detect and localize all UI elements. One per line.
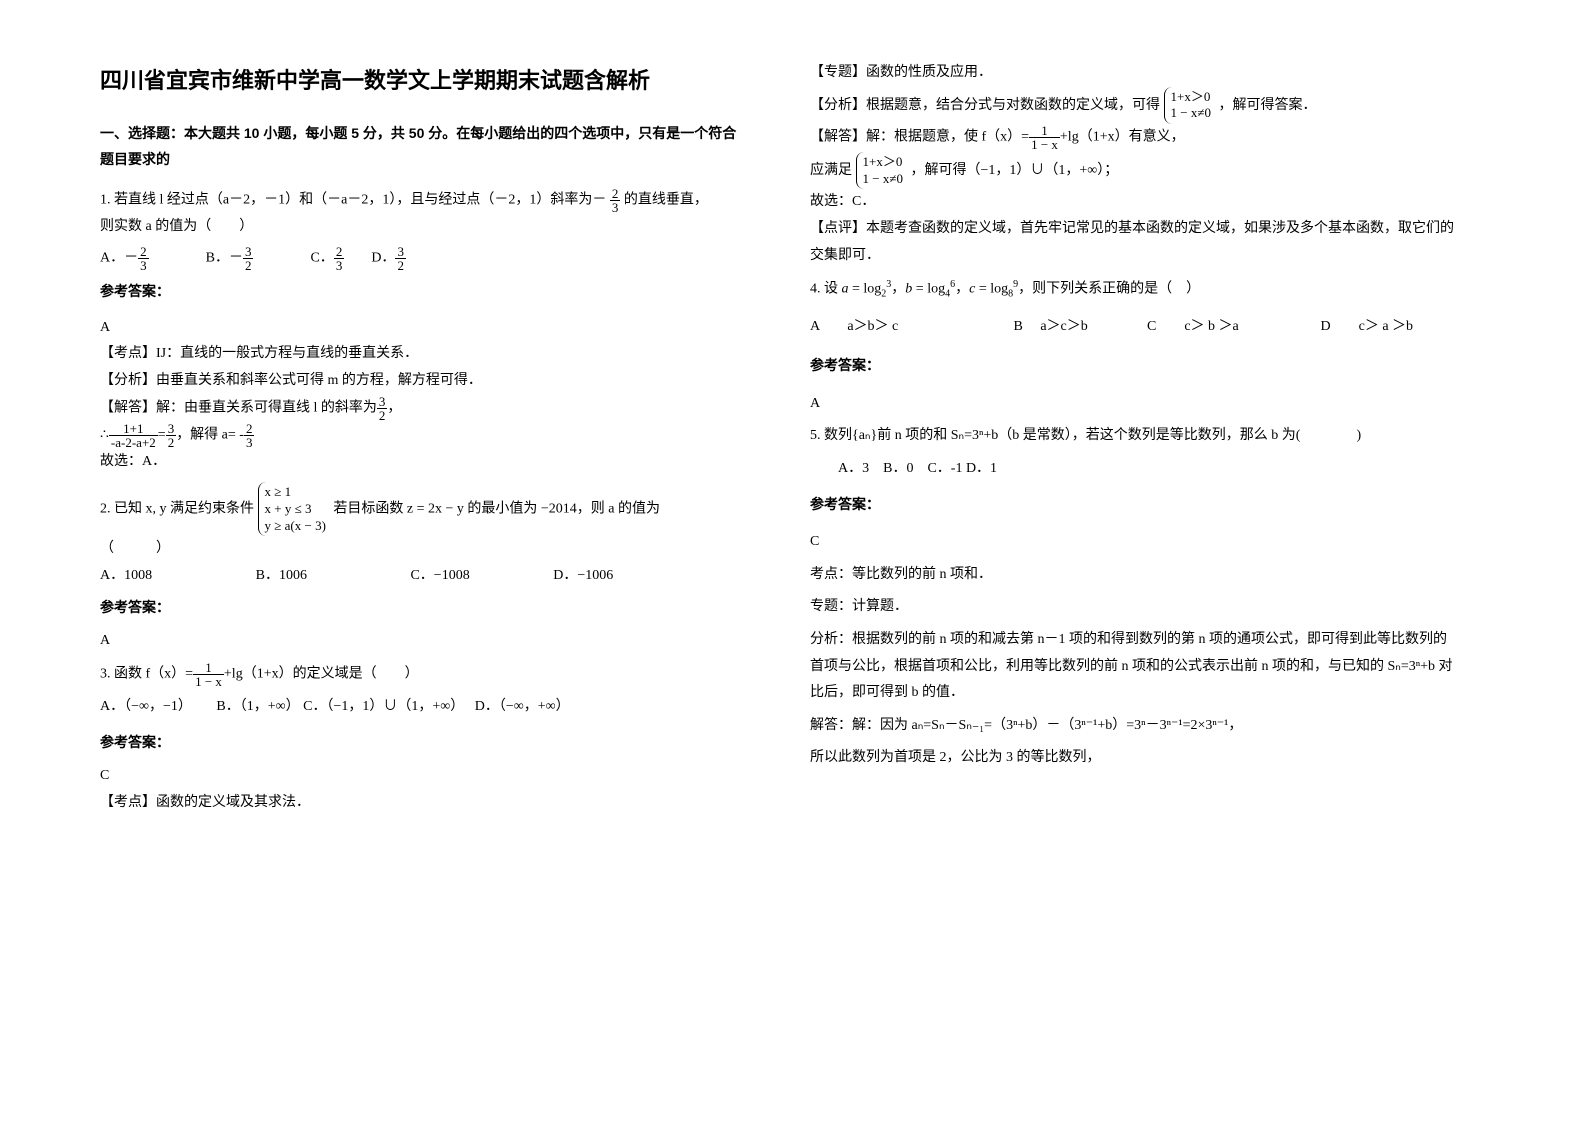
q5-e2: 专题：计算题． xyxy=(810,594,1460,621)
q2: 2. 已知 x, y 满足约束条件 x ≥ 1 x + y ≤ 3 y ≥ a(… xyxy=(100,482,750,655)
r-l6: 【点评】本题考查函数的定义域，首先牢记常见的基本函数的定义域，如果涉及多个基本函… xyxy=(810,216,1460,269)
q4-options: A a＞b＞ c B a＞c＞b C c＞ b ＞a D c＞ a ＞b xyxy=(810,314,1460,341)
q3-ans: C xyxy=(100,763,750,790)
q4-stem: 4. 设 a = log23，b = log46，c = log89，则下列关系… xyxy=(810,275,1460,303)
r-l4: 应满足 1+x＞0 1 − x≠0 ，解可得（−1，1）∪（1，+∞）； xyxy=(810,152,1460,190)
q1-optB-pre: B．－ xyxy=(206,251,243,266)
section-heading: 一、选择题：本大题共 10 小题，每小题 5 分，共 50 分。在每小题给出的四… xyxy=(100,120,750,173)
q3-options: A．（−∞，−1） B．（1，+∞） C．（−1，1）∪（1，+∞） D．（−∞… xyxy=(100,694,750,721)
q1-exp2: 【分析】由垂直关系和斜率公式可得 m 的方程，解方程可得． xyxy=(100,368,750,395)
right-column: 【专题】函数的性质及应用． 【分析】根据题意，结合分式与对数函数的定义域，可得 … xyxy=(810,60,1460,817)
q1-stem-line1: 1. 若直线 l 经过点（a－2，－1）和（－a－2，1），且与经过点（－2，1… xyxy=(100,187,750,214)
q1-frac: 23 xyxy=(610,187,621,214)
q5-ans-label: 参考答案： xyxy=(810,493,1460,520)
q2-ans-label: 参考答案： xyxy=(100,596,750,623)
q3-stem: 3. 函数 f（x）=11 − x+lg（1+x）的定义域是（ ） xyxy=(100,661,750,688)
r-sys1: 1+x＞0 1 − x≠0 xyxy=(1164,87,1215,125)
r-l1: 【专题】函数的性质及应用． xyxy=(810,60,1460,87)
q2-stem: 2. 已知 x, y 满足约束条件 x ≥ 1 x + y ≤ 3 y ≥ a(… xyxy=(100,482,750,537)
q2-stem-c: （ ） xyxy=(100,536,750,563)
q1-options: A．－23 B．－32 C．23 D．32 xyxy=(100,245,750,272)
q1-stem-c: 则实数 a 的值为（ ） xyxy=(100,214,750,241)
q4-ans-label: 参考答案： xyxy=(810,354,1460,381)
left-column: 四川省宜宾市维新中学高一数学文上学期期末试题含解析 一、选择题：本大题共 10 … xyxy=(100,60,750,817)
q1-exp1: 【考点】IJ：直线的一般式方程与直线的垂直关系． xyxy=(100,341,750,368)
q1-ans: A xyxy=(100,315,750,342)
q5-ans: C xyxy=(810,529,1460,556)
r-l3: 【解答】解：根据题意，使 f（x）=11 − x+lg（1+x）有意义， xyxy=(810,124,1460,151)
q1-exp5: 故选：A． xyxy=(100,449,750,476)
q1-stem-a: 1. 若直线 l 经过点（a－2，－1）和（－a－2，1），且与经过点（－2，1… xyxy=(100,193,606,208)
r-l2: 【分析】根据题意，结合分式与对数函数的定义域，可得 1+x＞0 1 − x≠0 … xyxy=(810,87,1460,125)
q2-ans: A xyxy=(100,628,750,655)
q5: 5. 数列{aₙ}前 n 项的和 Sₙ=3ⁿ+b（b 是常数），若这个数列是等比… xyxy=(810,423,1460,772)
r-l5: 故选：C． xyxy=(810,189,1460,216)
q3-ans-label: 参考答案： xyxy=(100,731,750,758)
q1-exp4: ∴1+1-a-2-a+2=32，解得 a= -23 xyxy=(100,422,750,449)
q5-e3: 分析：根据数列的前 n 项的和减去第 n－1 项的和得到数列的第 n 项的通项公… xyxy=(810,627,1460,707)
q5-e5: 所以此数列为首项是 2，公比为 3 的等比数列， xyxy=(810,745,1460,772)
doc-title: 四川省宜宾市维新中学高一数学文上学期期末试题含解析 xyxy=(100,60,750,102)
q3-exp1: 【考点】函数的定义域及其求法． xyxy=(100,790,750,817)
q1-optA-pre: A．－ xyxy=(100,251,138,266)
q5-stem: 5. 数列{aₙ}前 n 项的和 Sₙ=3ⁿ+b（b 是常数），若这个数列是等比… xyxy=(810,423,1460,450)
q2-system: x ≥ 1 x + y ≤ 3 y ≥ a(x − 3) xyxy=(258,482,330,537)
q1: 1. 若直线 l 经过点（a－2，－1）和（－a－2，1），且与经过点（－2，1… xyxy=(100,187,750,476)
q1-exp3: 【解答】解：由垂直关系可得直线 l 的斜率为32， xyxy=(100,395,750,422)
q1-ans-label: 参考答案： xyxy=(100,280,750,307)
q3: 3. 函数 f（x）=11 − x+lg（1+x）的定义域是（ ） A．（−∞，… xyxy=(100,661,750,817)
q4: 4. 设 a = log23，b = log46，c = log89，则下列关系… xyxy=(810,275,1460,417)
r-sys2: 1+x＞0 1 − x≠0 xyxy=(856,152,907,190)
q1-stem-b: 的直线垂直， xyxy=(624,193,708,208)
q2-options: A．1008 B．1006 C．−1008 D．−1006 xyxy=(100,563,750,590)
q5-e1: 考点：等比数列的前 n 项和． xyxy=(810,562,1460,589)
q1-optD-pre: D． xyxy=(371,251,395,266)
q1-optC-pre: C． xyxy=(310,251,333,266)
q5-opts: A．3 B．0 C．-1 D．1 xyxy=(810,456,1460,483)
q4-ans: A xyxy=(810,391,1460,418)
q5-e4: 解答：解：因为 aₙ=Sₙ－Sₙ₋₁=（3ⁿ+b）－（3ⁿ⁻¹+b）=3ⁿ－3ⁿ… xyxy=(810,713,1460,740)
